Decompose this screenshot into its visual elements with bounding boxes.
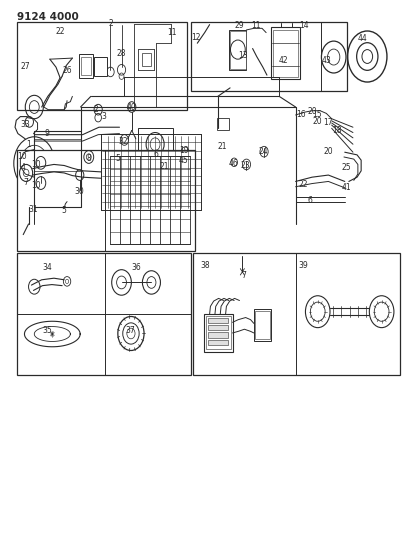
Text: 28: 28 [117, 50, 126, 58]
Text: 32: 32 [119, 136, 128, 146]
Text: 38: 38 [201, 261, 210, 270]
Bar [208, 340, 229, 345]
Text: 20: 20 [323, 147, 333, 156]
Text: 11: 11 [252, 21, 261, 30]
Text: 25: 25 [342, 163, 351, 172]
Text: 24: 24 [259, 147, 268, 156]
Bar [17, 253, 191, 375]
Text: 30: 30 [74, 187, 84, 196]
Text: 41: 41 [342, 183, 351, 192]
Text: 23: 23 [241, 161, 250, 170]
Bar [208, 318, 229, 323]
Bar [208, 325, 229, 330]
Text: 9: 9 [45, 129, 50, 138]
Text: 17: 17 [323, 118, 333, 127]
Bar [191, 22, 347, 91]
Text: 36: 36 [131, 263, 141, 272]
Bar [255, 311, 270, 340]
Text: 35: 35 [42, 326, 52, 335]
Bar [81, 56, 91, 75]
Text: 5: 5 [62, 206, 67, 215]
Text: 34: 34 [42, 263, 52, 272]
Text: 26: 26 [62, 67, 72, 75]
Text: 10: 10 [32, 160, 41, 169]
Text: 20: 20 [307, 107, 317, 116]
Text: 13: 13 [238, 52, 247, 60]
Text: 31: 31 [29, 205, 38, 214]
Text: 10: 10 [17, 152, 27, 161]
Text: 19: 19 [179, 146, 189, 155]
Text: 2: 2 [108, 19, 113, 28]
Text: 12: 12 [191, 34, 201, 43]
Bar [17, 150, 195, 251]
Text: 21: 21 [160, 162, 169, 171]
Text: 22: 22 [298, 180, 308, 189]
Text: 1: 1 [26, 140, 31, 149]
Text: 21: 21 [217, 142, 226, 151]
Text: 11: 11 [167, 28, 177, 37]
Text: 42: 42 [279, 56, 288, 65]
Text: 5: 5 [115, 154, 120, 163]
Bar [217, 118, 229, 131]
Text: 4: 4 [21, 163, 25, 172]
Text: 45: 45 [178, 156, 188, 165]
Text: 8: 8 [87, 154, 92, 163]
Text: 20: 20 [313, 117, 323, 126]
Bar [230, 31, 246, 69]
Text: 2: 2 [93, 104, 98, 114]
Text: 18: 18 [332, 126, 342, 135]
Bar [208, 333, 229, 338]
Text: 3: 3 [102, 112, 106, 121]
Bar [254, 309, 271, 341]
Text: 9124 4000: 9124 4000 [17, 12, 79, 22]
Bar [206, 317, 231, 350]
Text: 27: 27 [21, 62, 30, 71]
Text: 29: 29 [234, 21, 244, 30]
Text: 7: 7 [242, 271, 247, 279]
Text: 39: 39 [298, 261, 308, 270]
Text: 15: 15 [312, 110, 322, 119]
Text: 37: 37 [125, 326, 135, 335]
Text: 7: 7 [23, 178, 28, 187]
Text: 6: 6 [153, 150, 158, 159]
Bar [229, 30, 247, 70]
Text: 16: 16 [296, 110, 305, 119]
Bar [142, 53, 150, 66]
Text: 6: 6 [307, 196, 312, 205]
Bar [273, 30, 298, 77]
Text: 46: 46 [229, 159, 238, 168]
Text: 33: 33 [21, 119, 30, 128]
Bar [193, 253, 400, 375]
Text: 43: 43 [322, 56, 332, 65]
Text: 40: 40 [127, 102, 136, 111]
Bar [17, 22, 187, 110]
Bar [160, 154, 193, 187]
Text: 10: 10 [32, 181, 41, 190]
Bar [94, 56, 107, 76]
Bar [79, 54, 93, 78]
Text: 44: 44 [358, 35, 367, 44]
Bar [138, 128, 173, 160]
Text: 22: 22 [55, 27, 65, 36]
Bar [271, 27, 300, 79]
Bar [204, 314, 233, 352]
Text: 14: 14 [299, 21, 309, 30]
